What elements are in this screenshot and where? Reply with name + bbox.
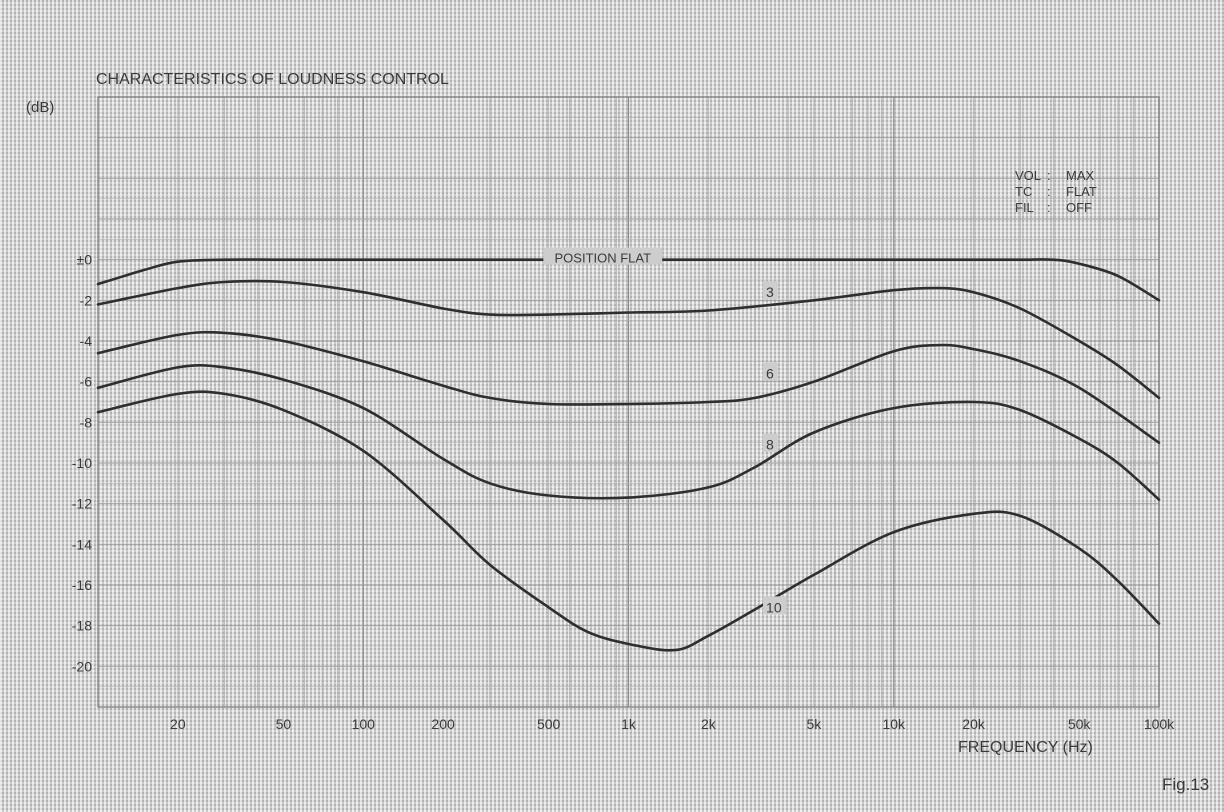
condition-sep: : [1047,184,1051,199]
series-label: 8 [766,437,774,453]
series-label-backdrop [763,362,778,381]
x-tick-label: 500 [537,716,561,732]
series-line-3 [96,279,1161,400]
series-label: POSITION FLAT [555,251,652,266]
axis-ticks: 20 50 100 200 500 1k 2k 5k 10k 20k 50k 100k ±0 -2 -4 -6… [72,252,1175,732]
x-tick-label: 50k [1068,716,1092,732]
plot-frame [97,96,1160,708]
series-label: 6 [766,366,774,382]
y-tick-label: -6 [80,374,93,390]
x-tick-label: 50 [276,716,292,732]
condition-key: TC [1015,184,1032,199]
series-label: 3 [766,284,774,300]
series-line-8 [96,364,1161,501]
y-axis-label: (dB) [26,99,54,116]
grid [98,97,1159,707]
condition-value: FLAT [1066,184,1097,199]
series-line-10 [96,390,1161,652]
condition-sep: : [1047,168,1051,183]
x-tick-label: 5k [807,716,823,732]
chart-title: CHARACTERISTICS OF LOUDNESS CONTROL [96,71,449,88]
x-tick-label: 100 [352,716,376,732]
series-labels: POSITION FLAT 3 6 8 10 [543,247,787,615]
y-tick-label: -12 [72,496,92,512]
y-tick-label: -4 [80,333,93,349]
condition-key: FIL [1015,200,1034,215]
condition-sep: : [1047,200,1051,215]
y-tick-label: -16 [72,577,92,593]
y-tick-label: -8 [80,414,93,430]
y-tick-label: -18 [72,618,92,634]
condition-value: OFF [1066,200,1092,215]
x-tick-label: 200 [431,716,455,732]
series-label-backdrop [763,281,778,300]
x-tick-label: 1k [621,716,637,732]
y-tick-label: ±0 [77,252,93,268]
y-tick-label: -2 [80,292,93,308]
y-tick-label: -20 [72,658,92,674]
x-tick-label: 100k [1144,716,1175,732]
x-tick-label: 2k [701,716,717,732]
y-tick-label: -10 [72,455,92,471]
series-label-backdrop [763,596,787,615]
x-tick-label: 20k [962,716,986,732]
condition-value: MAX [1066,168,1095,183]
series-label: 10 [766,599,782,615]
series-label-backdrop [543,247,663,265]
x-tick-label: 20 [170,716,186,732]
condition-key: VOL [1015,168,1041,183]
series-line-6 [96,330,1161,444]
series-line-flat [96,258,1161,302]
conditions-box: VOL : MAX TC : FLAT FIL : OFF [1015,168,1097,215]
series-label-backdrop [763,433,778,452]
x-axis-label: FREQUENCY (Hz) [958,739,1093,756]
x-tick-label: 10k [882,716,906,732]
y-tick-label: -14 [72,536,92,552]
figure-label: Fig.13 [1162,775,1209,794]
series-group [96,258,1161,652]
